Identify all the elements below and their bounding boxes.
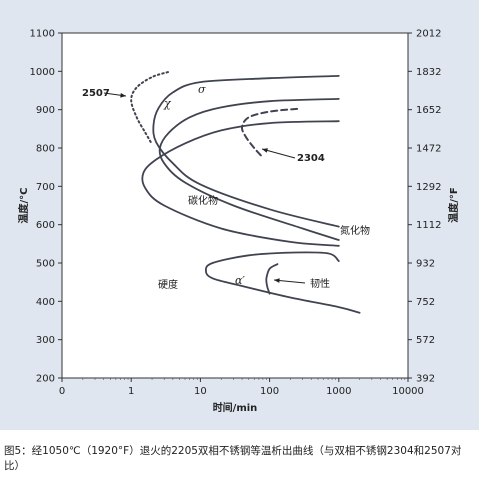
y-right-tick-label: 2012 [416,29,441,40]
series-line-sigma [152,75,340,228]
y-right-tick-label: 392 [416,374,435,385]
y-right-tick-label: 1652 [416,105,441,116]
y-right-tick-label: 932 [416,259,435,270]
x-tick-label: 10000 [392,386,424,397]
series-line-toughness [265,263,279,295]
label-alpha-prime: α′ [235,274,245,287]
y-tick-label: 500 [36,259,55,270]
series-line-2507 [130,71,169,146]
y-right-tick-label: 1292 [416,182,441,193]
label-toughness: 韧性 [310,277,330,290]
series-line-carbide [141,120,340,247]
y-tick-label: 300 [36,335,55,346]
label-hardness: 硬度 [158,278,178,291]
label-sigma: σ [198,83,206,96]
x-tick-label: 0 [59,386,65,397]
y-right-tick-label: 752 [416,297,435,308]
series-line-chi [158,98,340,241]
arrow-2304-shaft [261,148,296,159]
x-tick-label: 10 [194,386,207,397]
y-right-tick-label: 572 [416,335,435,346]
chart-area: 0 1 10 100 1000 10000 200 392 300 572 400 752 500 932… [0,0,479,430]
x-tick-label: 100 [260,386,279,397]
arrow-2507-head [120,92,126,98]
label-carbide: 碳化物 [188,194,218,207]
y-tick-label: 1000 [30,67,55,78]
arrow-toughness-head [274,278,280,283]
label-nitride: 氮化物 [340,224,370,237]
y-right-tick-label: 1472 [416,144,441,155]
label-2304: 2304 [297,153,325,164]
arrow-2304-head [262,148,268,153]
y-right-axis-title: 温度/°F [447,187,460,222]
x-tick-label: 1 [128,386,134,397]
label-2507: 2507 [82,88,110,99]
y-tick-label: 1100 [30,29,55,40]
y-tick-label: 800 [36,144,55,155]
y-axis-title: 温度/°C [17,188,30,224]
y-right-tick-label: 1832 [416,67,441,78]
label-chi: χ [163,97,172,110]
figure-caption: 图5：经1050℃（1920°F）退火的2205双相不锈钢等温析出曲线（与双相不… [4,445,462,472]
y-tick-label: 900 [36,105,55,116]
precipitation-chart: 0 1 10 100 1000 10000 200 392 300 572 400 752 500 932… [17,29,460,415]
x-axis-title: 时间/min [213,401,258,414]
series-line-nitride-hardness [204,251,361,314]
y-tick-label: 700 [36,182,55,193]
y-tick-label: 600 [36,220,55,231]
y-right-tick-label: 1112 [416,220,441,231]
y-tick-label: 200 [36,374,55,385]
series-line-2304 [240,107,299,159]
y-tick-label: 400 [36,297,55,308]
x-tick-label: 1000 [326,386,351,397]
